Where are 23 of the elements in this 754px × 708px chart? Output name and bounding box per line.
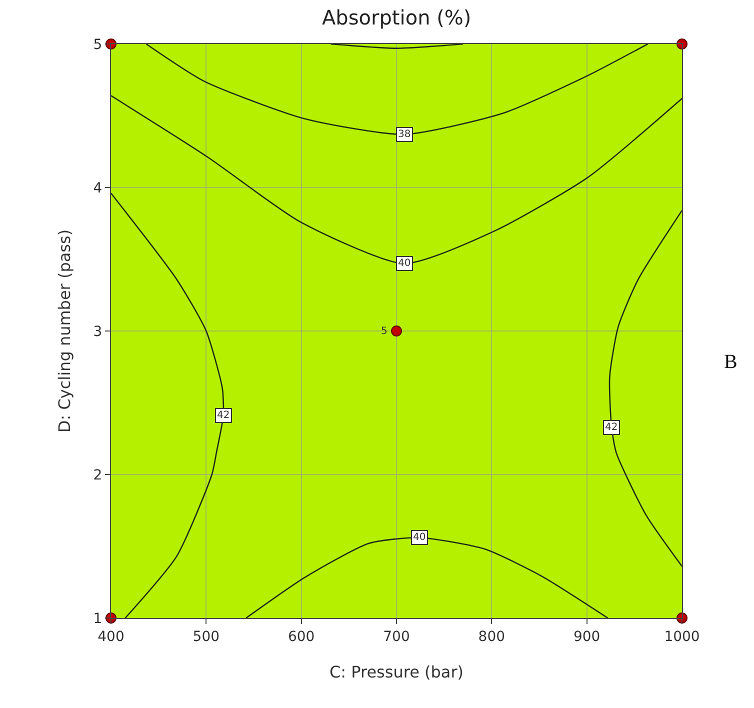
chart-title: Absorption (%): [322, 6, 472, 30]
series-label: 38: [398, 129, 411, 140]
point: [391, 326, 402, 336]
x-tick-label: 600: [288, 628, 315, 645]
y-tick-label: 1: [93, 610, 102, 627]
x-tick-label: 900: [573, 628, 600, 645]
x-tick-label: 1000: [664, 628, 700, 645]
y-tick-label: 3: [93, 324, 102, 340]
y-axis-title: D: Cycling number (pass): [55, 229, 74, 433]
x-tick-label: 800: [478, 628, 506, 645]
x-tick-label: 500: [192, 628, 220, 645]
series-label: 42: [217, 410, 230, 421]
text: B: [724, 351, 738, 373]
x-tick-label: 400: [98, 628, 124, 645]
y-tick-label: 5: [93, 36, 102, 53]
series-label: 42: [605, 422, 618, 433]
y-tick-label: 2: [93, 467, 102, 484]
x-axis-title: C: Pressure (bar): [329, 662, 464, 682]
series-label: 40: [413, 532, 426, 543]
x-tick-label: 700: [383, 628, 410, 645]
annotation: 5: [381, 326, 388, 337]
series-label: 40: [398, 258, 411, 269]
y-tick-label: 4: [93, 180, 102, 196]
